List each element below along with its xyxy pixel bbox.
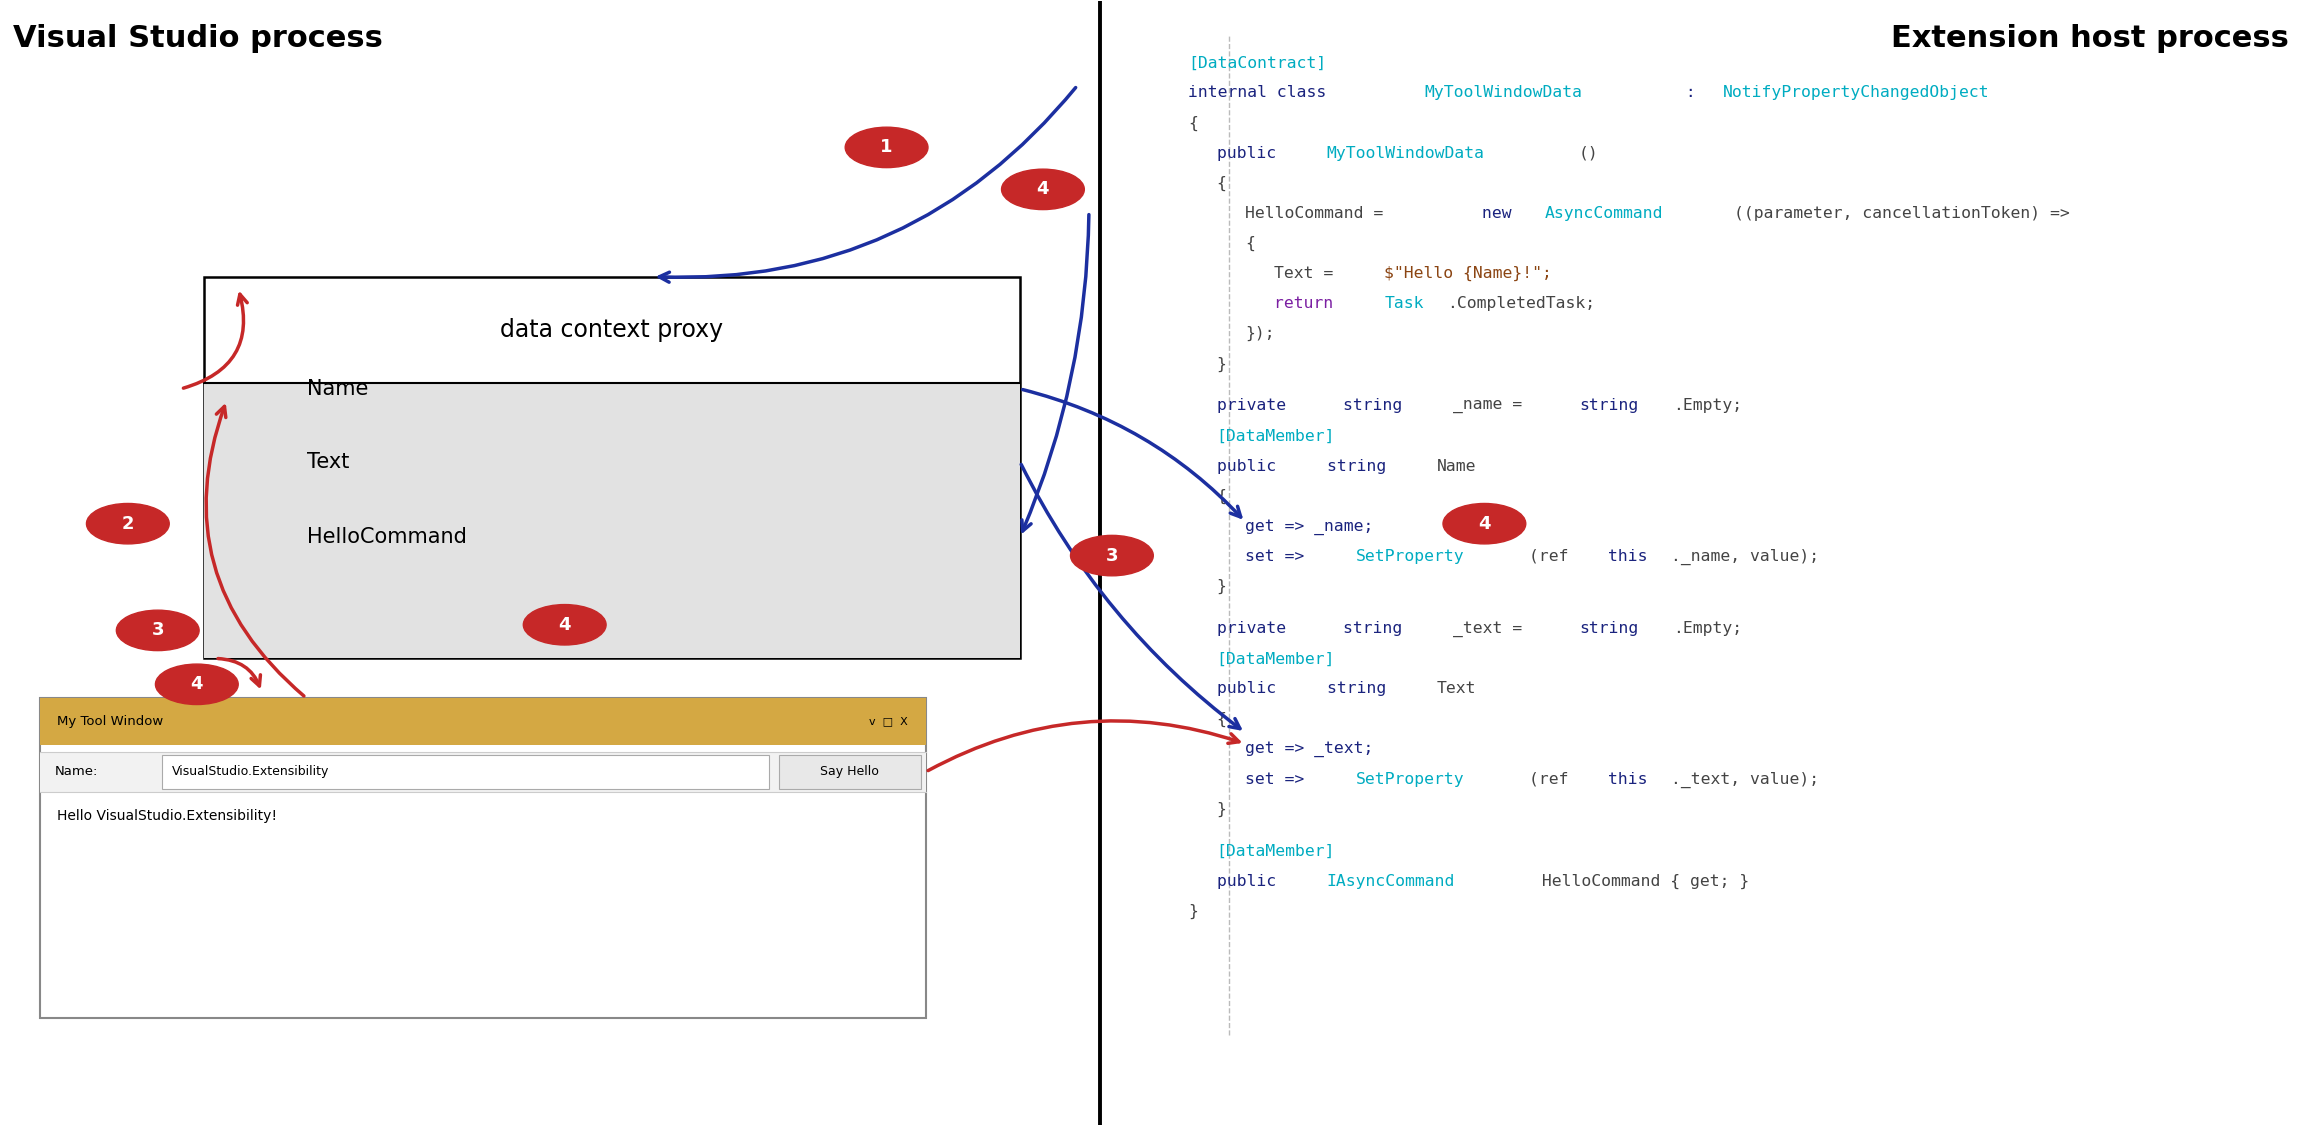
Text: private: private [1215,399,1296,413]
Text: ._name, value);: ._name, value); [1671,549,1819,565]
Text: (ref: (ref [1529,549,1579,564]
Text: 4: 4 [559,616,571,634]
Text: {: { [1188,116,1197,131]
Circle shape [117,610,198,651]
FancyBboxPatch shape [778,756,921,789]
Text: });: }); [1245,327,1275,341]
Text: this: this [1607,549,1646,564]
Text: public: public [1215,681,1285,697]
Text: new: new [1482,206,1522,221]
Text: this: this [1607,771,1646,787]
Text: ._text, value);: ._text, value); [1671,771,1819,788]
Text: {: { [1215,176,1227,191]
Text: Name: Name [306,379,368,399]
Text: (): () [1579,145,1598,161]
Text: private: private [1215,622,1296,636]
Circle shape [523,605,605,645]
Text: Text: Text [306,452,350,472]
Text: [DataMember]: [DataMember] [1215,429,1335,444]
Text: Name: Name [1436,458,1476,474]
Text: .Empty;: .Empty; [1674,399,1743,413]
Circle shape [1001,169,1084,209]
Text: .Empty;: .Empty; [1674,622,1743,636]
Text: string: string [1579,622,1639,636]
Text: string: string [1342,622,1411,636]
Text: get => _text;: get => _text; [1245,742,1374,758]
Text: set =>: set => [1245,771,1314,787]
Text: ((parameter, cancellationToken) =>: ((parameter, cancellationToken) => [1733,206,2069,221]
Text: HelloCommand: HelloCommand [306,527,467,547]
Text: My Tool Window: My Tool Window [58,715,163,727]
Text: }: } [1215,802,1227,817]
Text: HelloCommand { get; }: HelloCommand { get; } [1531,874,1750,890]
Text: }: } [1188,904,1197,920]
Circle shape [845,127,928,168]
Text: {: { [1215,489,1227,504]
Text: Extension host process: Extension host process [1892,24,2288,53]
Text: Task: Task [1384,296,1423,311]
FancyBboxPatch shape [163,756,769,789]
Text: string: string [1342,399,1411,413]
Text: MyToolWindowData: MyToolWindowData [1326,145,1485,161]
Text: {: { [1245,236,1255,251]
Text: 4: 4 [1036,180,1050,198]
Text: [DataMember]: [DataMember] [1215,844,1335,859]
Text: (ref: (ref [1529,771,1579,787]
Circle shape [157,664,237,705]
Text: 3: 3 [1105,546,1119,564]
Text: set =>: set => [1245,549,1314,564]
Text: _text =: _text = [1453,622,1531,637]
Text: data context proxy: data context proxy [500,318,723,342]
Text: get => _name;: get => _name; [1245,519,1374,535]
Text: [DataMember]: [DataMember] [1215,651,1335,667]
Text: }: } [1215,356,1227,372]
Text: string: string [1326,458,1395,474]
Text: HelloCommand =: HelloCommand = [1245,206,1393,221]
Text: Text =: Text = [1273,266,1342,282]
Text: v  □  X: v □ X [868,716,907,726]
Text: {: { [1215,712,1227,726]
Text: Visual Studio process: Visual Studio process [14,24,382,53]
Circle shape [87,503,170,544]
Text: 1: 1 [879,138,893,157]
Text: Hello VisualStudio.Extensibility!: Hello VisualStudio.Extensibility! [58,808,276,823]
Text: 4: 4 [191,676,203,694]
Text: IAsyncCommand: IAsyncCommand [1326,874,1455,890]
Text: internal class: internal class [1188,86,1335,100]
Circle shape [1443,503,1526,544]
Text: _name =: _name = [1453,399,1531,413]
Text: public: public [1215,458,1285,474]
Text: .CompletedTask;: .CompletedTask; [1448,296,1595,311]
Text: VisualStudio.Extensibility: VisualStudio.Extensibility [173,766,329,778]
Text: :: : [1676,86,1706,100]
FancyBboxPatch shape [41,698,925,1018]
Text: NotifyPropertyChangedObject: NotifyPropertyChangedObject [1724,86,1989,100]
Text: }: } [1215,579,1227,595]
Text: public: public [1215,874,1285,890]
Text: 3: 3 [152,622,163,640]
Text: string: string [1326,681,1395,697]
Text: Say Hello: Say Hello [820,766,879,778]
Text: return: return [1273,296,1342,311]
Text: public: public [1215,145,1285,161]
Text: SetProperty: SetProperty [1356,771,1464,787]
Text: 2: 2 [122,515,134,533]
FancyBboxPatch shape [41,698,925,745]
Text: MyToolWindowData: MyToolWindowData [1425,86,1581,100]
Text: 4: 4 [1478,515,1492,533]
FancyBboxPatch shape [203,277,1020,659]
Text: Name:: Name: [55,766,97,778]
Text: SetProperty: SetProperty [1356,549,1464,564]
Text: $"Hello {Name}!";: $"Hello {Name}!"; [1384,266,1552,282]
Text: Text: Text [1436,681,1476,697]
Text: [DataContract]: [DataContract] [1188,55,1326,70]
Text: AsyncCommand: AsyncCommand [1545,206,1662,221]
FancyBboxPatch shape [203,383,1020,659]
FancyBboxPatch shape [41,752,925,792]
Circle shape [1070,535,1153,575]
Text: string: string [1579,399,1639,413]
